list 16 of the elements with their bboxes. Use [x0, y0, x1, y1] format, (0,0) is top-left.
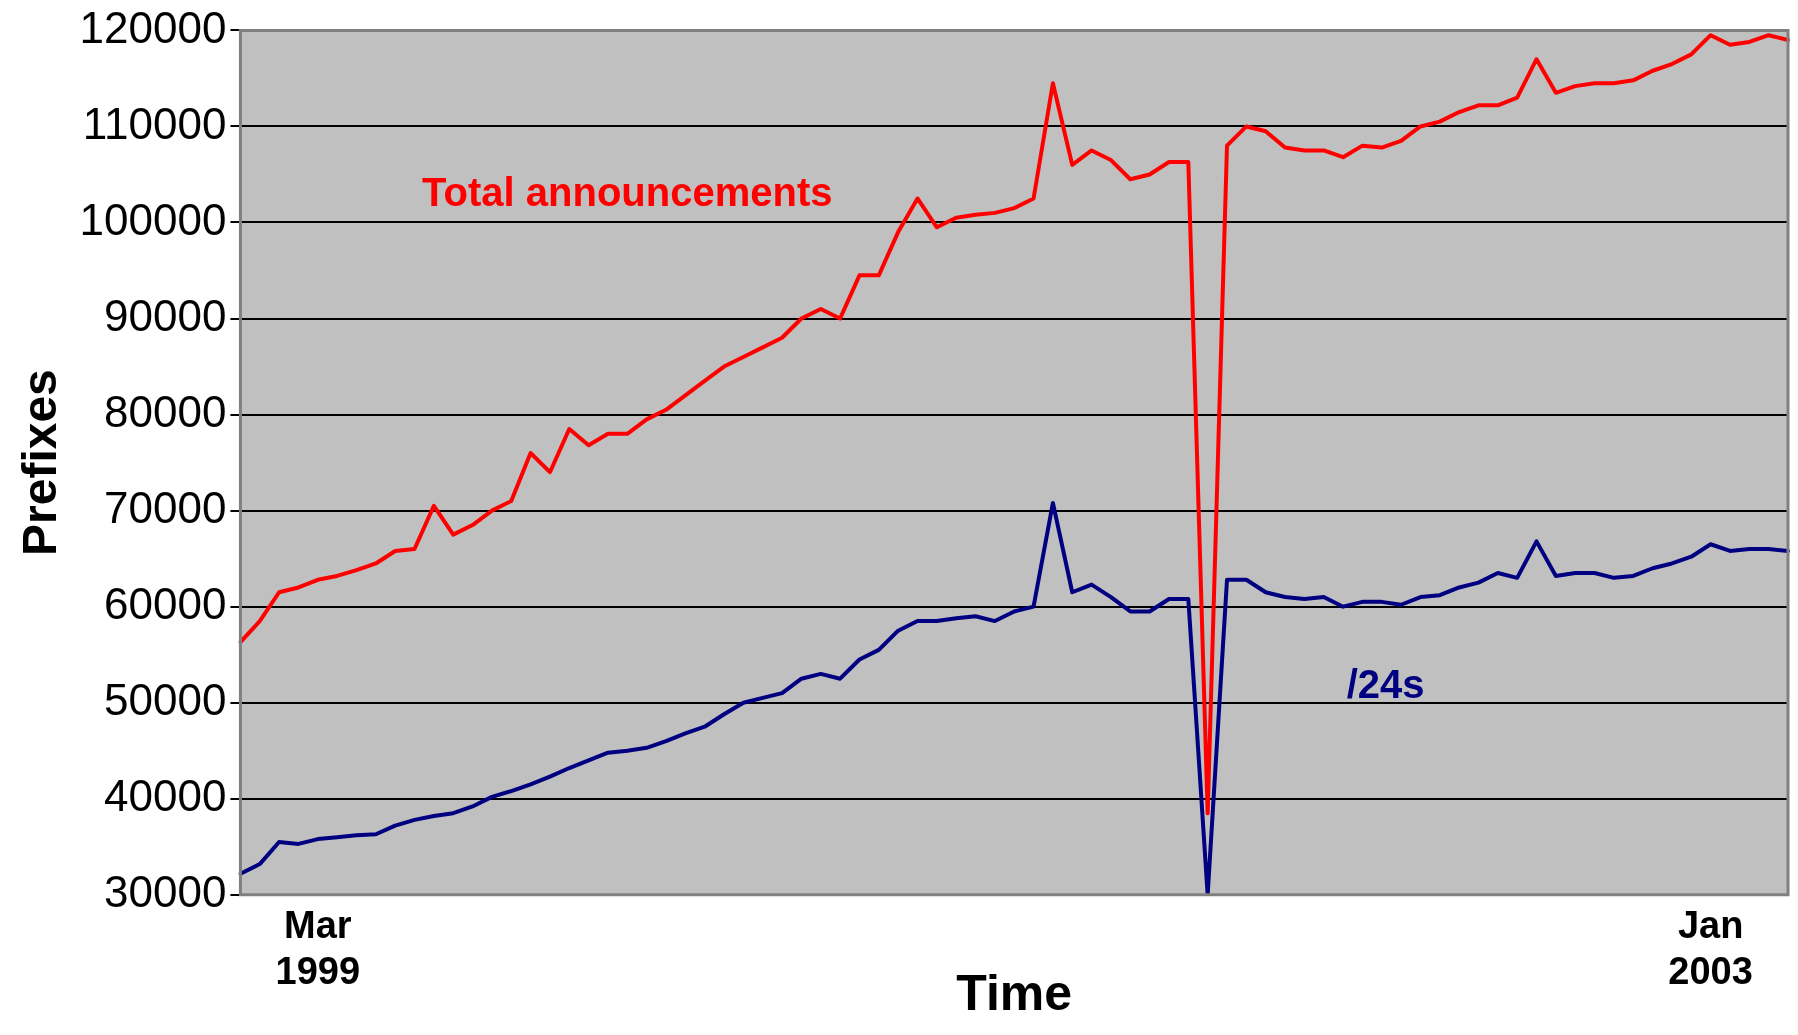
series-label: Total announcements: [422, 169, 833, 214]
x-tick-label: Jan 2003: [1668, 904, 1753, 992]
y-tick-label: 40000: [104, 770, 227, 820]
y-tick-label: 120000: [79, 2, 227, 52]
x-axis-title: Time: [956, 964, 1073, 1021]
series-label: /24s: [1346, 662, 1425, 707]
y-tick-label: 80000: [104, 386, 227, 436]
y-tick-label: 60000: [104, 578, 227, 628]
y-tick-label: 50000: [104, 674, 227, 724]
y-tick-label: 90000: [104, 290, 227, 340]
x-tick-label: Mar 1999: [275, 904, 361, 992]
y-tick-label: 110000: [82, 98, 227, 148]
y-tick-label: 30000: [104, 866, 227, 916]
y-axis-title: Prefixes: [13, 369, 67, 556]
y-tick-label: 70000: [104, 482, 227, 532]
y-tick-label: 100000: [79, 194, 227, 244]
